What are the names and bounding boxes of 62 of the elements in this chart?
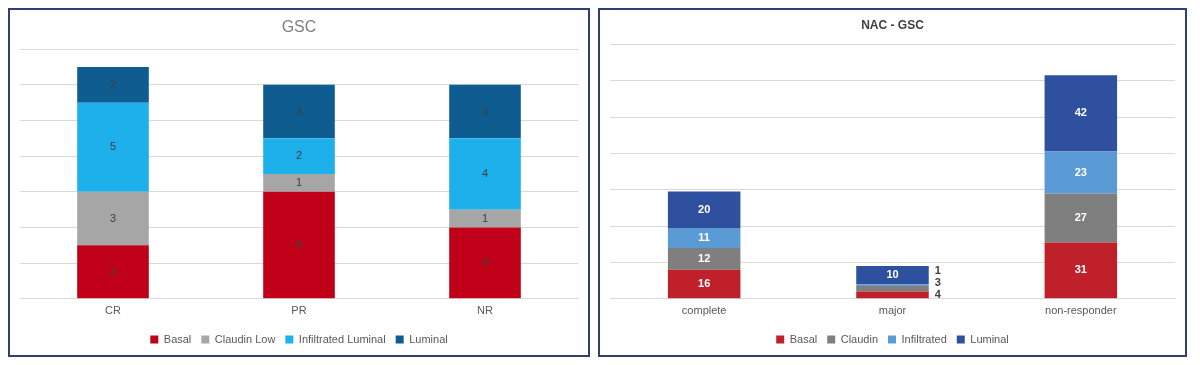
data-label: 3 bbox=[109, 211, 117, 224]
data-label: 1 bbox=[481, 211, 489, 224]
data-label: 4 bbox=[934, 287, 942, 300]
bar bbox=[263, 174, 335, 192]
x-tick-label: non-responder bbox=[1045, 304, 1117, 317]
bar bbox=[667, 191, 741, 228]
data-label: 2 bbox=[109, 77, 117, 90]
legend-label: Luminal bbox=[409, 332, 448, 345]
data-label: 3 bbox=[109, 264, 117, 277]
legend-label: Basal bbox=[789, 332, 818, 345]
data-label: 5 bbox=[109, 140, 117, 153]
data-label: 2 bbox=[295, 149, 303, 162]
bar bbox=[77, 102, 149, 192]
data-label: 3 bbox=[481, 104, 489, 117]
chart-title: GSC bbox=[281, 18, 317, 36]
data-label: 16 bbox=[698, 277, 711, 290]
bar bbox=[263, 84, 335, 139]
bar bbox=[667, 269, 741, 299]
bar bbox=[667, 227, 741, 248]
bar bbox=[449, 209, 521, 228]
legend-label: Infiltrated Luminal bbox=[298, 332, 386, 345]
bar bbox=[856, 286, 929, 292]
bar bbox=[77, 191, 149, 246]
bar bbox=[263, 138, 335, 174]
legend-label: Claudin bbox=[840, 332, 879, 345]
bar bbox=[856, 266, 929, 285]
data-label: 27 bbox=[1074, 210, 1087, 223]
data-label: 6 bbox=[295, 238, 303, 251]
x-tick-label: major bbox=[878, 304, 907, 317]
data-label: 12 bbox=[698, 251, 711, 264]
x-tick-label: complete bbox=[681, 304, 727, 317]
bar bbox=[77, 67, 149, 103]
x-tick-label: PR bbox=[291, 304, 307, 317]
bar bbox=[77, 245, 149, 299]
legend-label: Claudin Low bbox=[214, 332, 276, 345]
bar bbox=[1044, 242, 1118, 299]
data-label: 42 bbox=[1074, 106, 1087, 119]
data-label: 4 bbox=[481, 255, 489, 268]
data-label: 11 bbox=[698, 230, 710, 243]
bar bbox=[1044, 193, 1118, 243]
bar bbox=[1044, 151, 1118, 194]
legend-label: Infiltrated bbox=[901, 332, 947, 345]
bar bbox=[667, 247, 741, 270]
data-label: 1 bbox=[295, 175, 303, 188]
data-label: 20 bbox=[698, 202, 711, 215]
data-label: 10 bbox=[886, 268, 899, 281]
chart-title: NAC - GSC bbox=[861, 17, 925, 32]
x-tick-label: NR bbox=[477, 304, 493, 317]
data-label: 23 bbox=[1074, 165, 1087, 178]
bar bbox=[449, 84, 521, 139]
bar bbox=[263, 191, 335, 299]
data-label: 31 bbox=[1074, 263, 1087, 276]
x-tick-label: CR bbox=[105, 304, 121, 317]
legend-label: Basal bbox=[163, 332, 192, 345]
bar bbox=[449, 227, 521, 299]
bar bbox=[449, 138, 521, 210]
data-label: 4 bbox=[481, 167, 489, 180]
bar bbox=[1044, 75, 1118, 152]
data-label: 1 bbox=[934, 263, 941, 276]
legend-label: Luminal bbox=[970, 332, 1009, 345]
data-label: 3 bbox=[295, 104, 303, 117]
data-label: 3 bbox=[934, 275, 941, 288]
